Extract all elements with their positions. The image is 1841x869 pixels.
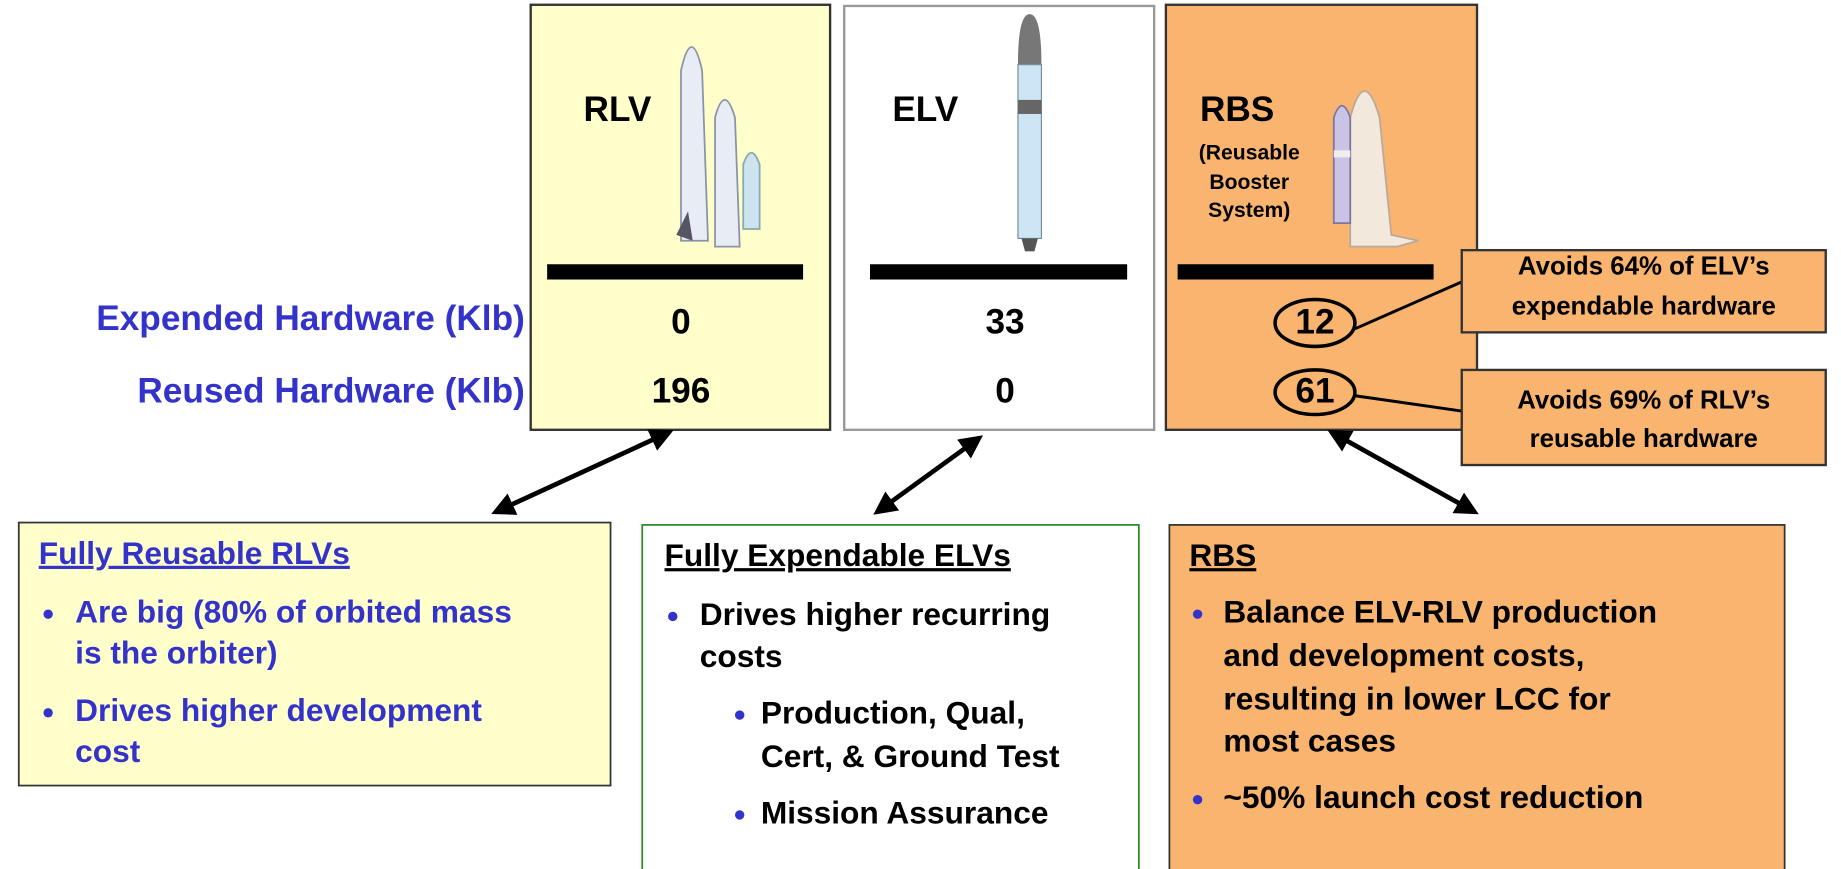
- value: 33: [985, 302, 1024, 341]
- bullet-text: cost: [75, 733, 141, 769]
- bullet-text: resulting in lower LCC for: [1223, 680, 1610, 716]
- bullet-text: Mission Assurance: [761, 794, 1049, 830]
- bullet: [1193, 795, 1202, 804]
- column-subtitle: (Reusable: [1199, 141, 1300, 164]
- bullet: [735, 810, 744, 819]
- bullet: [1193, 609, 1202, 618]
- elv-panel: [844, 6, 1154, 430]
- callout-text: expendable hardware: [1512, 293, 1776, 321]
- bullet-text: Cert, & Ground Test: [761, 738, 1060, 774]
- column-name: ELV: [892, 90, 958, 129]
- box-heading: RBS: [1189, 537, 1256, 573]
- bullet-text: and development costs,: [1223, 637, 1584, 673]
- box-heading: Fully Reusable RLVs: [39, 535, 350, 571]
- bullet: [668, 612, 677, 621]
- bullet: [43, 609, 52, 618]
- column-subtitle: System): [1208, 199, 1290, 222]
- value: 0: [995, 372, 1015, 411]
- row-label: Expended Hardware (Klb): [96, 299, 525, 338]
- callout-text: reusable hardware: [1530, 425, 1758, 453]
- bullet-text: Drives higher recurring: [700, 596, 1050, 632]
- arrow: [877, 438, 979, 512]
- bullet-text: is the orbiter): [75, 635, 277, 671]
- value: 12: [1295, 302, 1334, 341]
- value: 196: [652, 372, 711, 411]
- value: 61: [1295, 372, 1334, 411]
- bullet-text: costs: [700, 638, 783, 674]
- box-heading: Fully Expendable ELVs: [665, 537, 1011, 573]
- bullet-text: Drives higher development: [75, 692, 482, 728]
- arrow: [1331, 432, 1474, 512]
- divider: [1178, 264, 1434, 279]
- bullet-text: most cases: [1223, 723, 1396, 759]
- column-subtitle: Booster: [1209, 171, 1289, 194]
- bullet-text: ~50% launch cost reduction: [1223, 779, 1643, 815]
- bullet-text: Balance ELV-RLV production: [1223, 594, 1657, 630]
- bullet-text: Are big (80% of orbited mass: [75, 594, 512, 630]
- divider: [547, 264, 803, 279]
- column-name: RBS: [1200, 90, 1274, 129]
- bullet-text: Production, Qual,: [761, 694, 1025, 730]
- bullet: [43, 708, 52, 717]
- row-label: Reused Hardware (Klb): [137, 372, 524, 411]
- callout-text: Avoids 64% of ELV’s: [1518, 253, 1770, 281]
- column-name: RLV: [584, 90, 652, 129]
- value: 0: [671, 302, 691, 341]
- slide: RLV ELV RBS (Reusable Booster System) Ex…: [0, 0, 1841, 869]
- callout-text: Avoids 69% of RLV’s: [1517, 386, 1770, 414]
- bullet: [735, 710, 744, 719]
- arrow: [495, 432, 669, 512]
- divider: [870, 264, 1127, 279]
- elv-icon: [1018, 14, 1041, 251]
